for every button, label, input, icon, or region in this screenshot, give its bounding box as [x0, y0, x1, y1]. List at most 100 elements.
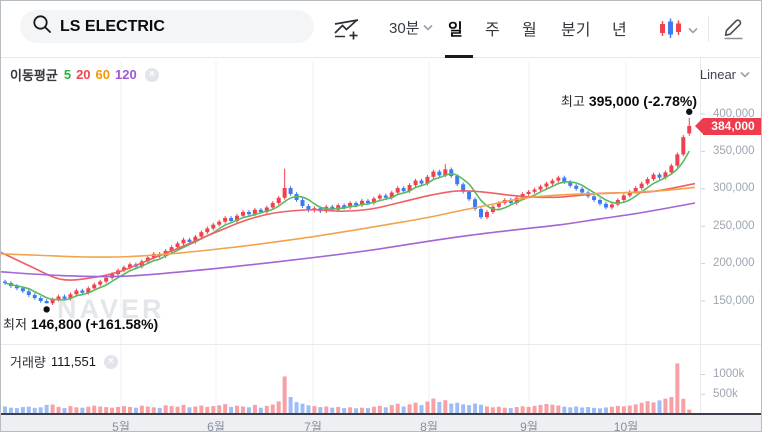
volume-bar [467, 405, 472, 414]
axis-label: 500k [713, 387, 738, 400]
tab-2[interactable]: 주 [485, 22, 500, 39]
low-point-dot [43, 306, 50, 313]
legend-close-icon[interactable]: × [144, 67, 159, 82]
tab-1[interactable]: 일 [448, 22, 463, 39]
volume-chart[interactable] [1, 344, 762, 415]
volume-bar [419, 405, 424, 414]
candle [270, 203, 275, 208]
volume-bar [681, 398, 686, 414]
candle [395, 188, 400, 193]
scale-dropdown[interactable]: Linear [700, 67, 750, 82]
volume-bar [175, 406, 180, 414]
volume-bar [163, 405, 168, 414]
candle [633, 188, 638, 192]
ma-line-MA60 [1, 186, 696, 258]
candle [122, 267, 126, 271]
chevron-down-icon [688, 27, 698, 34]
volume-bar [246, 407, 251, 414]
price-chart[interactable] [1, 58, 762, 344]
candle [252, 209, 257, 215]
candle [223, 217, 228, 222]
candle [455, 176, 460, 185]
volume-bar [621, 406, 626, 414]
interval-dropdown[interactable]: 30분 [389, 17, 433, 38]
candle [14, 286, 19, 289]
volume-bar [169, 406, 174, 414]
candle [32, 295, 37, 299]
watermark: NAVER [57, 294, 165, 324]
ma-line-MA120 [1, 202, 696, 278]
volume-bar [133, 407, 138, 414]
candle [26, 291, 31, 296]
candle [431, 171, 436, 177]
axis-label: 350,000 [713, 144, 755, 157]
volume-bar [44, 404, 49, 414]
volume-bar [651, 402, 656, 414]
volume-bar [461, 404, 466, 414]
candle [514, 197, 519, 204]
volume-bar [127, 406, 132, 414]
volume-bar [68, 406, 73, 414]
candle [592, 196, 597, 201]
volume-bar [526, 406, 531, 414]
volume-bar [556, 405, 561, 414]
chart-type-dropdown[interactable] [658, 15, 698, 46]
candle [669, 165, 674, 173]
legend-periods: 5 20 60 120 [64, 67, 137, 82]
chart-baseline [1, 412, 761, 415]
volume-bar [401, 406, 406, 414]
tab-4[interactable]: 분기 [561, 22, 591, 39]
candle [38, 298, 43, 301]
tab-5[interactable]: 년 [612, 22, 627, 39]
candle [681, 137, 686, 155]
draw-pencil-icon[interactable] [722, 16, 745, 46]
active-tab-underline [445, 55, 473, 58]
volume-bar [252, 404, 257, 414]
volume-bar [294, 402, 299, 414]
candle [288, 188, 293, 195]
candle [20, 288, 25, 292]
volume-bar [574, 406, 579, 414]
chevron-down-icon [740, 71, 750, 78]
candle [348, 203, 353, 208]
candle [306, 206, 311, 211]
volume-bar [592, 407, 597, 414]
volume-bar [360, 407, 364, 414]
axis-label: 1000k [713, 368, 745, 380]
candle [139, 261, 144, 267]
candle [3, 281, 7, 284]
candle [657, 174, 662, 178]
add-chart-icon[interactable] [333, 14, 360, 47]
tab-3[interactable]: 월 [522, 22, 537, 39]
candle [377, 195, 382, 199]
volume-bar [276, 401, 281, 414]
volume-bar [609, 406, 614, 414]
volume-bar [80, 407, 85, 414]
candle [300, 200, 305, 207]
search-input[interactable] [60, 17, 290, 36]
volume-bar [568, 407, 573, 414]
volume-bar [348, 407, 353, 414]
volume-bar [264, 405, 269, 414]
stock-search-box[interactable] [20, 10, 314, 43]
volume-bar [151, 407, 156, 414]
volume-bar [104, 407, 109, 414]
ma-line-MA20 [1, 182, 696, 281]
volume-bar [639, 402, 644, 414]
candle [443, 169, 448, 176]
candle [609, 204, 614, 208]
axis-label: 150,000 [713, 294, 755, 307]
candle [574, 185, 579, 189]
candle [264, 207, 269, 212]
scale-label: Linear [699, 67, 736, 82]
volume-bar [490, 407, 495, 414]
volume-bar [282, 376, 287, 414]
volume-close-icon[interactable]: × [103, 354, 118, 369]
volume-bar [336, 406, 341, 414]
volume-bar [508, 408, 513, 414]
volume-bar [139, 405, 144, 414]
candle [651, 174, 656, 180]
candle [342, 205, 347, 208]
legend-period-60: 60 [95, 67, 111, 82]
volume-bar [687, 409, 692, 414]
